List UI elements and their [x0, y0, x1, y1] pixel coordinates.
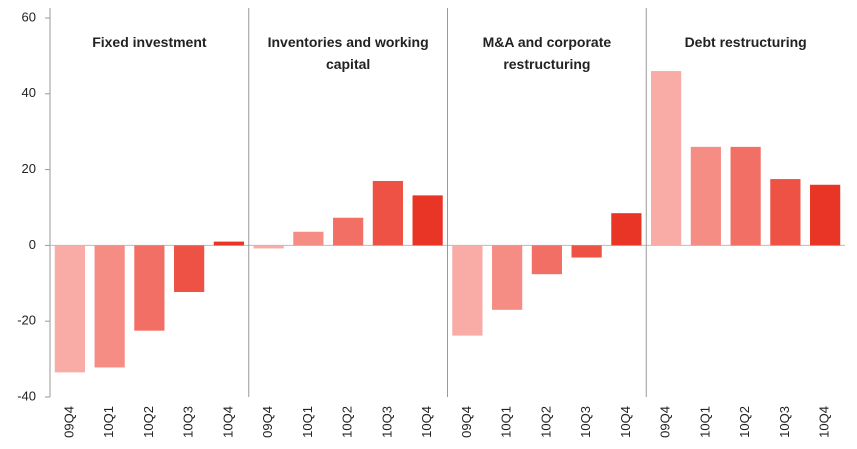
bar [213, 241, 244, 246]
x-tick-label: 09Q4 [260, 406, 275, 438]
y-tick-label: 40 [22, 85, 36, 100]
bar [293, 231, 324, 246]
bar [730, 146, 761, 246]
bar [412, 195, 443, 246]
y-tick-label: 20 [22, 161, 36, 176]
x-tick-label: 10Q2 [538, 406, 553, 438]
group-title: Debt restructuring [684, 34, 807, 50]
x-tick-label: 10Q1 [499, 406, 514, 438]
bar [651, 71, 682, 246]
x-tick-label: 10Q3 [578, 406, 593, 438]
bar [770, 179, 801, 246]
x-tick-label: 10Q4 [817, 406, 832, 438]
group-title: Fixed investment [92, 34, 207, 50]
y-tick-label: 60 [22, 9, 36, 24]
bar [531, 245, 562, 275]
y-tick-label: 0 [29, 237, 36, 252]
bar [452, 245, 483, 336]
x-tick-label: 10Q3 [181, 406, 196, 438]
x-tick-label: 10Q2 [141, 406, 156, 438]
bar [492, 245, 523, 310]
x-tick-label: 10Q4 [419, 406, 434, 438]
bar [571, 245, 602, 258]
bar [54, 245, 85, 373]
x-tick-label: 10Q4 [220, 406, 235, 438]
x-tick-label: 10Q2 [340, 406, 355, 438]
bar [253, 245, 284, 249]
x-tick-label: 10Q1 [101, 406, 116, 438]
x-tick-label: 10Q2 [737, 406, 752, 438]
bar [372, 180, 403, 246]
group-title: M&A and corporate restructuring [482, 34, 612, 72]
x-tick-label: 09Q4 [459, 406, 474, 438]
bar [690, 146, 721, 246]
x-tick-label: 10Q3 [379, 406, 394, 438]
x-tick-label: 10Q4 [618, 406, 633, 438]
x-tick-label: 09Q4 [61, 406, 76, 438]
y-tick-label: -40 [17, 388, 36, 403]
bar [810, 184, 841, 246]
x-tick-label: 10Q1 [300, 406, 315, 438]
bar [134, 245, 165, 331]
bar [333, 217, 364, 246]
y-tick-label: -20 [17, 313, 36, 328]
bar [174, 245, 205, 293]
x-tick-label: 10Q1 [697, 406, 712, 438]
x-tick-label: 10Q3 [777, 406, 792, 438]
bar [611, 213, 642, 246]
group-title: Inventories and working capital [267, 34, 429, 72]
x-tick-label: 09Q4 [658, 406, 673, 438]
bar [94, 245, 125, 368]
